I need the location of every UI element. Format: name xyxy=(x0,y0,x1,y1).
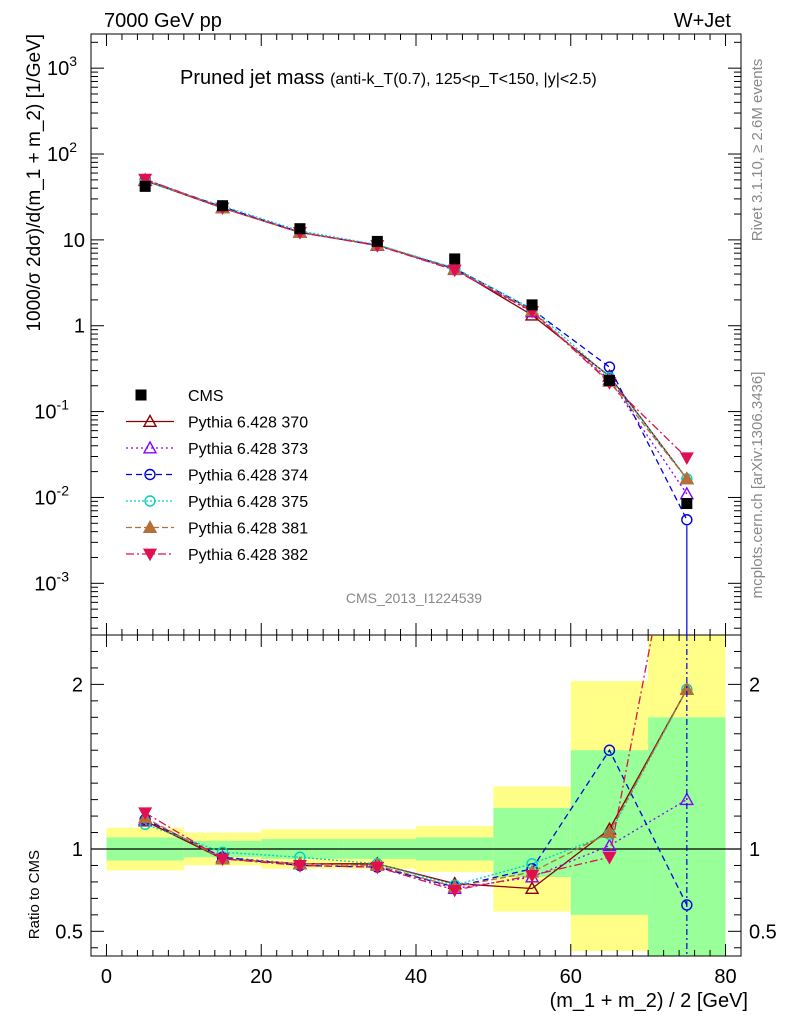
ratio-y-tick-label-right: 0.5 xyxy=(749,921,777,943)
svg-text:Pruned jet mass (anti-k_T(: Pruned jet mass (anti-k_T(0.7), 125<p_T<… xyxy=(180,67,597,89)
cms-data-point xyxy=(217,200,229,212)
ratio-series-marker xyxy=(370,861,385,875)
legend-marker xyxy=(142,520,158,533)
legend-cms-marker xyxy=(135,389,147,401)
main-y-tick-label: 10 xyxy=(63,230,85,252)
ratio-series-marker xyxy=(524,881,540,895)
ratio-series-marker xyxy=(602,825,617,839)
legend-marker xyxy=(142,548,158,562)
ratio-y-tick-label-right: 2 xyxy=(749,674,760,696)
legend-label: Pythia 6.428 382 xyxy=(188,547,308,564)
main-y-tick-label: 1 xyxy=(74,316,85,338)
main-y-tick-label: 10-2 xyxy=(34,482,69,509)
ratio-x-tick-label: 0 xyxy=(101,966,112,988)
cms-data-point xyxy=(526,299,538,311)
main-y-tick-label: 102 xyxy=(47,139,77,166)
ratio-y-tick-label: 0.5 xyxy=(55,921,83,943)
ratio-series-marker xyxy=(681,899,693,911)
main-series-line xyxy=(144,178,688,459)
ratio-xlabel: (m_1 + m_2) / 2 [GeV] xyxy=(550,990,748,1012)
main-series-marker xyxy=(679,471,695,485)
ratio-series-line xyxy=(144,748,688,906)
ratio-x-tick-label: 60 xyxy=(560,966,582,988)
main-series-marker xyxy=(681,514,693,526)
legend-marker xyxy=(142,414,158,427)
main-series-marker xyxy=(447,264,462,278)
process-label: W+Jet xyxy=(674,10,732,32)
cms-data-point xyxy=(449,253,461,265)
main-plot-frame xyxy=(90,33,742,636)
ratio-y-tick-label: 2 xyxy=(72,674,83,696)
mcplots-label: mcplots.cern.ch [arXiv:1306.3436] xyxy=(749,372,766,599)
ratio-series-marker xyxy=(215,853,230,867)
analysis-id: CMS_2013_I1224539 xyxy=(346,590,482,606)
energy-label: 7000 GeV pp xyxy=(104,10,222,32)
legend-label: Pythia 6.428 375 xyxy=(188,494,308,511)
main-y-tick-label: 10-1 xyxy=(34,397,69,424)
ratio-series-marker xyxy=(602,838,617,852)
main-ylabel: 1000/σ 2dσ)/d(m_1 + m_2) [1/GeV] xyxy=(24,34,45,332)
main-y-tick-label: 103 xyxy=(47,53,77,80)
ratio-series-marker xyxy=(525,869,540,883)
ratio-series-marker xyxy=(447,884,462,898)
main-series-line xyxy=(144,180,688,480)
plot-title: Pruned jet mass xyxy=(180,67,325,89)
legend-label: Pythia 6.428 370 xyxy=(188,415,308,432)
cms-data-point xyxy=(603,375,615,387)
ratio-series-marker xyxy=(602,851,617,865)
legend-cms-label: CMS xyxy=(188,388,224,405)
ratio-x-tick-label: 40 xyxy=(405,966,427,988)
cms-data-point xyxy=(139,180,151,192)
ratio-series-marker xyxy=(292,860,307,873)
ratio-x-tick-label: 80 xyxy=(714,966,736,988)
ratio-series-line xyxy=(144,635,653,891)
ratio-series-marker xyxy=(603,744,616,756)
ratio-y-tick-label: 1 xyxy=(72,839,83,861)
ratio-series-marker xyxy=(138,807,153,821)
legend-label: Pythia 6.428 374 xyxy=(188,468,308,485)
cms-data-point xyxy=(371,235,383,247)
ratio-y-tick-label-right: 1 xyxy=(749,839,760,861)
plot-title-detail: (anti-k_T(0.7), 125<p_T<150, |y|<2.5) xyxy=(330,71,597,88)
main-series-line xyxy=(144,179,688,480)
main-y-tick-label: 10-3 xyxy=(34,568,69,595)
ratio-x-tick-label: 20 xyxy=(250,966,272,988)
rivet-label: Rivet 3.1.10, ≥ 2.6M events xyxy=(749,59,766,242)
legend-marker xyxy=(144,495,156,507)
legend-marker xyxy=(142,440,158,454)
legend-label: Pythia 6.428 381 xyxy=(188,521,308,538)
legend-marker xyxy=(144,468,156,481)
main-series-marker xyxy=(138,173,153,187)
cms-data-point xyxy=(294,223,306,235)
main-series-line xyxy=(144,180,688,480)
legend-label: Pythia 6.428 373 xyxy=(188,441,308,458)
ratio-ylabel: Ratio to CMS xyxy=(26,850,43,939)
main-series-marker xyxy=(679,452,694,465)
ratio-series-line xyxy=(144,689,688,886)
cms-data-point xyxy=(681,498,693,510)
